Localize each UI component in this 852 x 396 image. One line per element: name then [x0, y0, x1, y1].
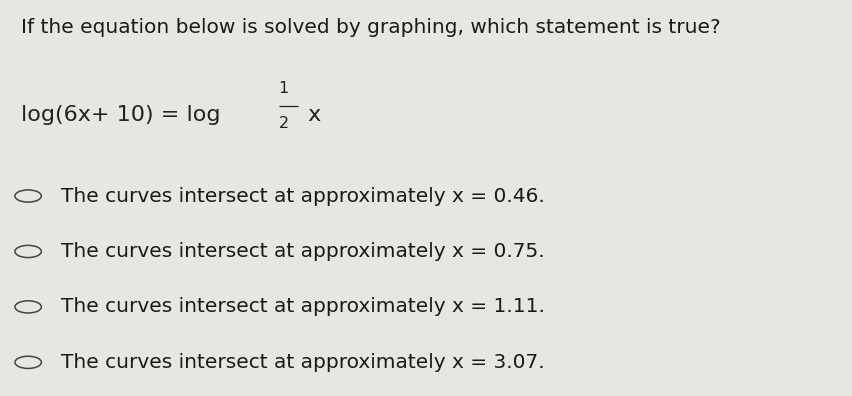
Text: The curves intersect at approximately x = 0.46.: The curves intersect at approximately x … — [61, 187, 544, 206]
Text: The curves intersect at approximately x = 3.07.: The curves intersect at approximately x … — [61, 353, 544, 372]
Text: The curves intersect at approximately x = 0.75.: The curves intersect at approximately x … — [61, 242, 544, 261]
Text: 2: 2 — [279, 116, 289, 131]
Text: x: x — [301, 105, 321, 125]
Text: The curves intersect at approximately x = 1.11.: The curves intersect at approximately x … — [61, 297, 544, 316]
Text: 1: 1 — [279, 82, 289, 97]
Text: If the equation below is solved by graphing, which statement is true?: If the equation below is solved by graph… — [21, 18, 720, 37]
Text: log(6x+ 10) = log: log(6x+ 10) = log — [21, 105, 221, 125]
